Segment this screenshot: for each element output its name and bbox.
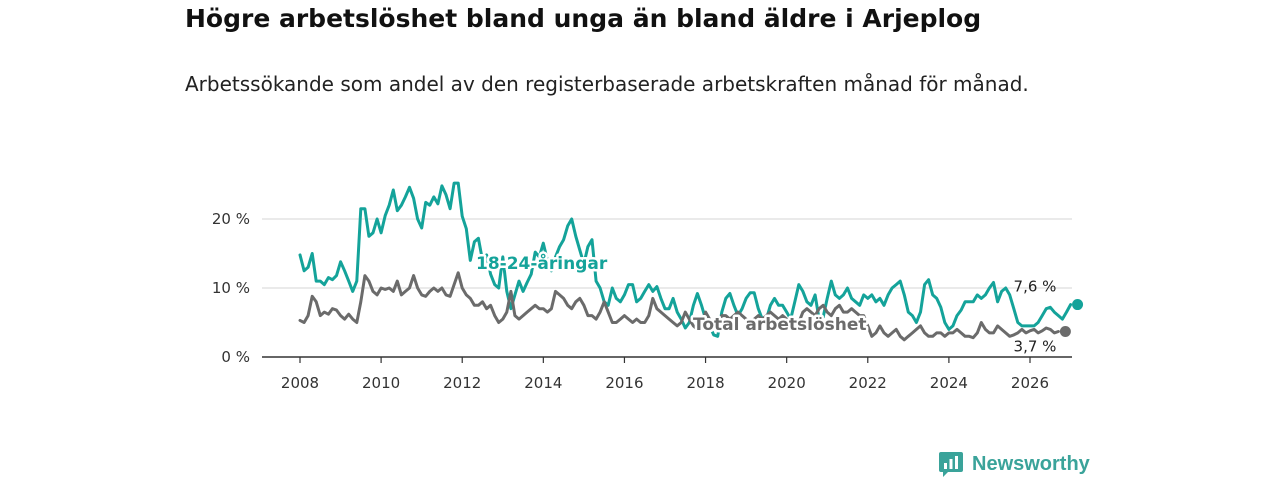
x-tick-label: 2020 bbox=[768, 374, 806, 392]
x-tick-label: 2026 bbox=[1011, 374, 1049, 392]
series-name-label: 18-24-åringar bbox=[476, 252, 608, 274]
series-line-0 bbox=[298, 181, 1073, 338]
series-lines bbox=[298, 181, 1084, 342]
series-name-halo: 18-24-åringar bbox=[476, 252, 608, 274]
grid-lines bbox=[262, 218, 1072, 358]
series-name-label: Total arbetslöshet bbox=[693, 315, 867, 335]
brand-name: Newsworthy bbox=[972, 452, 1090, 475]
x-tick-label: 2024 bbox=[930, 374, 968, 392]
x-tick-label: 2018 bbox=[686, 374, 724, 392]
x-tick-label: 2014 bbox=[524, 374, 562, 392]
series-end-point-1 bbox=[1059, 325, 1071, 337]
y-tick-label: 20 % bbox=[212, 210, 250, 228]
x-tick-label: 2008 bbox=[281, 374, 319, 392]
x-tick-label: 2016 bbox=[605, 374, 643, 392]
series-line-1 bbox=[298, 271, 1060, 342]
series-end-point-0 bbox=[1072, 299, 1084, 311]
chart-subtitle: Arbetssökande som andel av den registerb… bbox=[185, 72, 1029, 96]
series-end-value-label: 3,7 % bbox=[1014, 337, 1057, 355]
bar-chart-badge-icon bbox=[939, 452, 963, 477]
x-tick-label: 2012 bbox=[443, 374, 481, 392]
chart-title: Högre arbetslöshet bland unga än bland ä… bbox=[185, 4, 982, 33]
y-axis-ticks: 0 % 10 % 20 % bbox=[212, 210, 250, 366]
series-end-value-label: 7,6 % bbox=[1014, 278, 1057, 296]
brand-logo: Newsworthy bbox=[938, 450, 1090, 478]
x-axis-ticks: 2008 2010 2012 2014 2016 2018 2020 2022 2024 2026 bbox=[281, 357, 1049, 392]
x-tick-label: 2022 bbox=[849, 374, 887, 392]
x-tick-label: 2010 bbox=[362, 374, 400, 392]
y-tick-label: 0 % bbox=[221, 348, 250, 366]
y-tick-label: 10 % bbox=[212, 279, 250, 297]
series-name-halo: Total arbetslöshet bbox=[693, 315, 867, 335]
